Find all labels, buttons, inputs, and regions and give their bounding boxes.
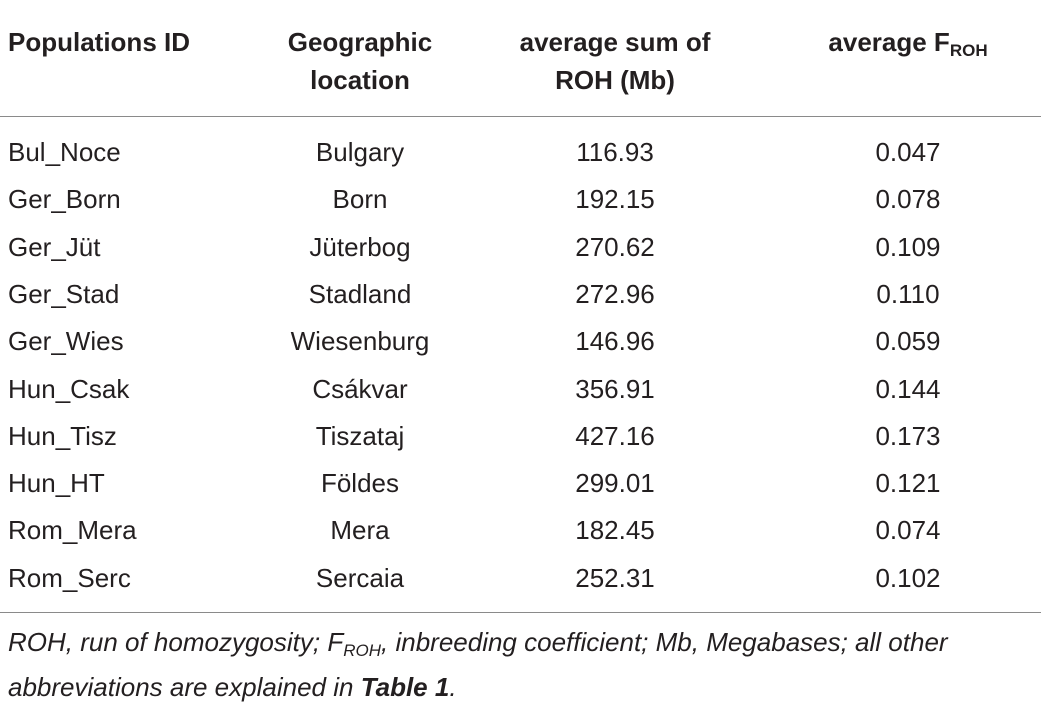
table-cell: 0.110: [876, 278, 940, 309]
table-cell: 427.16: [575, 420, 655, 451]
table-cell: 0.173: [875, 420, 941, 451]
header-cell: Populations ID: [8, 27, 190, 57]
table-cell: 272.96: [575, 278, 655, 309]
table-cell: Wiesenburg: [290, 326, 430, 357]
table-cell: Földes: [320, 468, 400, 499]
table-cell: 0.047: [875, 137, 941, 167]
table-cell: 270.62: [575, 231, 655, 262]
header-sub: ROH: [949, 41, 988, 60]
header-text: average F: [828, 27, 950, 57]
header-cell: ROH (Mb): [555, 65, 675, 95]
table-cell: Stadland: [308, 278, 412, 309]
table-cell: 182.45: [575, 515, 655, 546]
table-cell: 116.93: [576, 137, 654, 167]
table-cell: 0.078: [875, 184, 941, 215]
bottom-rule: [0, 612, 1041, 613]
footnote-text: , inbreeding coefficient; Mb, Megabases;…: [8, 627, 948, 702]
header-cell: average sum of: [519, 27, 711, 57]
table-cell: 192.15: [575, 184, 655, 215]
table-cell: 0.109: [875, 231, 941, 262]
footnote-text: F: [327, 627, 344, 657]
footnote-ref: Table 1: [360, 672, 450, 702]
table-cell: 0.144: [875, 373, 941, 404]
table-cell: 0.121: [875, 468, 941, 499]
table-cell: Mera: [330, 515, 390, 546]
table-cell: Ger_Stad: [8, 278, 120, 309]
table-cell: Rom_Serc: [8, 562, 131, 593]
table-cell: 356.91: [575, 373, 655, 404]
header-cell: location: [310, 65, 410, 95]
table-cell: Hun_Csak: [8, 373, 130, 404]
table-cell: Born: [332, 184, 388, 215]
table-cell: 252.31: [575, 562, 655, 593]
table-cell: 299.01: [575, 468, 655, 499]
footnote: ROH, run of homozygosity; FROH, inbreedi…: [8, 624, 1038, 705]
table-cell: Sercaia: [315, 562, 405, 593]
table-cell: Csákvar: [312, 373, 408, 404]
table-cell: Hun_Tisz: [8, 420, 117, 451]
header-rule: [0, 116, 1041, 117]
table-cell: Tiszataj: [315, 420, 405, 451]
table-cell: Ger_Born: [8, 184, 121, 215]
table-cell: Jüterbog: [309, 231, 411, 262]
table-cell: Rom_Mera: [8, 515, 137, 546]
table-cell: 0.059: [875, 326, 941, 357]
footnote-sub: ROH: [343, 641, 382, 660]
footnote-text: ROH, run of homozygosity;: [8, 627, 328, 657]
header-cell: average FROH: [758, 23, 1041, 70]
header-cell: Geographic: [287, 27, 433, 57]
table-cell: 0.074: [875, 515, 941, 546]
table-cell: Ger_Jüt: [8, 231, 101, 262]
table-cell: Ger_Wies: [8, 326, 124, 357]
table-cell: 0.102: [875, 562, 941, 593]
table-cell: Hun_HT: [8, 468, 105, 499]
table-cell: 146.96: [575, 326, 655, 357]
table-cell: Bulgary: [315, 137, 405, 167]
footnote-text: .: [449, 672, 457, 702]
table-cell: Bul_Noce: [8, 137, 121, 167]
